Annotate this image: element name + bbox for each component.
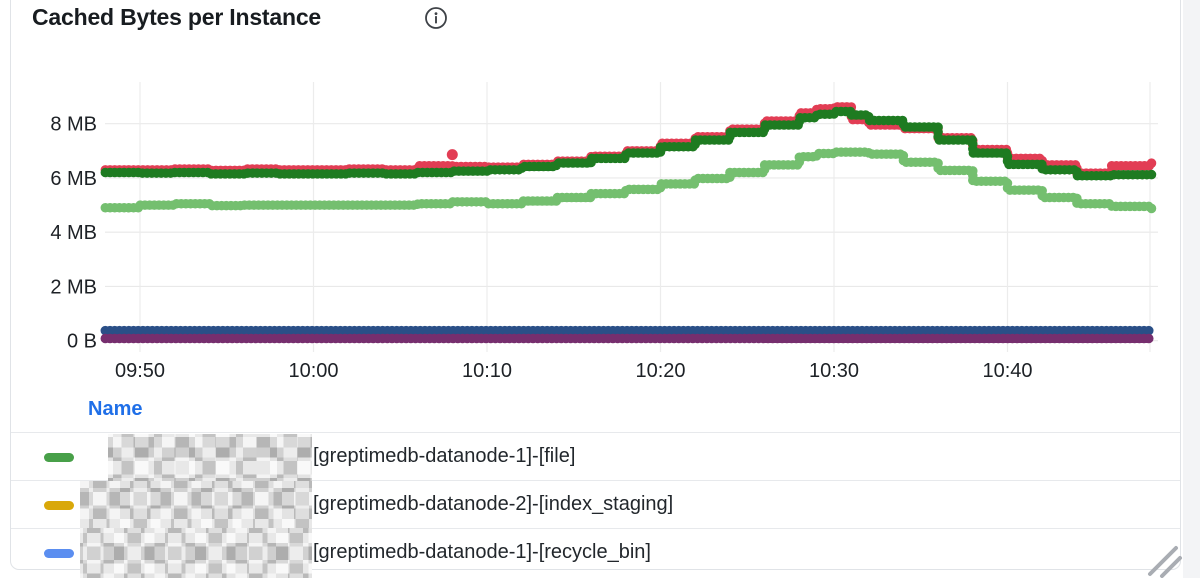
legend-series-label: [greptimedb-datanode-2]-[index_staging]	[313, 493, 674, 515]
redacted-text-blur	[108, 434, 312, 490]
svg-text:10:10: 10:10	[462, 360, 512, 382]
legend-row-file[interactable]: [greptimedb-datanode-1]-[file]	[11, 432, 1180, 480]
series-color-dash-blue	[44, 549, 74, 558]
svg-text:2 MB: 2 MB	[50, 276, 97, 298]
series-line-light-green	[100, 147, 1157, 214]
legend-row-index-staging[interactable]: [greptimedb-datanode-2]-[index_staging]	[11, 480, 1180, 528]
resize-handle-icon[interactable]	[1146, 542, 1184, 578]
grid-lines	[105, 82, 1158, 352]
svg-text:10:20: 10:20	[635, 360, 685, 382]
svg-text:09:50: 09:50	[115, 360, 165, 382]
series-color-dash-green	[44, 453, 74, 462]
redacted-text-blur	[80, 528, 312, 578]
panel-title: Cached Bytes per Instance	[32, 4, 322, 30]
legend-series-label: [greptimedb-datanode-1]-[file]	[313, 445, 576, 467]
legend-series-label: [greptimedb-datanode-1]-[recycle_bin]	[313, 541, 651, 563]
outlier-point	[446, 149, 458, 161]
y-axis-labels: 0 B 2 MB 4 MB 6 MB 8 MB	[50, 114, 97, 353]
svg-text:10:00: 10:00	[288, 360, 338, 382]
legend-row-recycle-bin[interactable]: [greptimedb-datanode-1]-[recycle_bin]	[11, 528, 1180, 570]
svg-text:10:40: 10:40	[982, 360, 1032, 382]
svg-text:0 B: 0 B	[67, 331, 97, 353]
series-line-dark-green	[100, 106, 1157, 181]
legend-table: Name [greptimedb-datanode-1]-[file] [gre…	[11, 392, 1180, 570]
series-line-red	[100, 102, 1157, 178]
timeseries-chart[interactable]: 0 B 2 MB 4 MB 6 MB 8 MB 09:50 10:00 10:10 10:20 1…	[0, 40, 1200, 385]
svg-text:10:30: 10:30	[809, 360, 859, 382]
series-color-dash-gold	[44, 501, 74, 510]
legend-column-header-name[interactable]: Name	[88, 398, 143, 420]
x-axis-labels: 09:50 10:00 10:10 10:20 10:30 10:40	[115, 360, 1033, 382]
info-circle-icon[interactable]	[424, 6, 448, 30]
svg-text:4 MB: 4 MB	[50, 222, 97, 244]
svg-text:6 MB: 6 MB	[50, 168, 97, 190]
svg-text:8 MB: 8 MB	[50, 114, 97, 136]
page-background-strip	[1183, 0, 1200, 578]
